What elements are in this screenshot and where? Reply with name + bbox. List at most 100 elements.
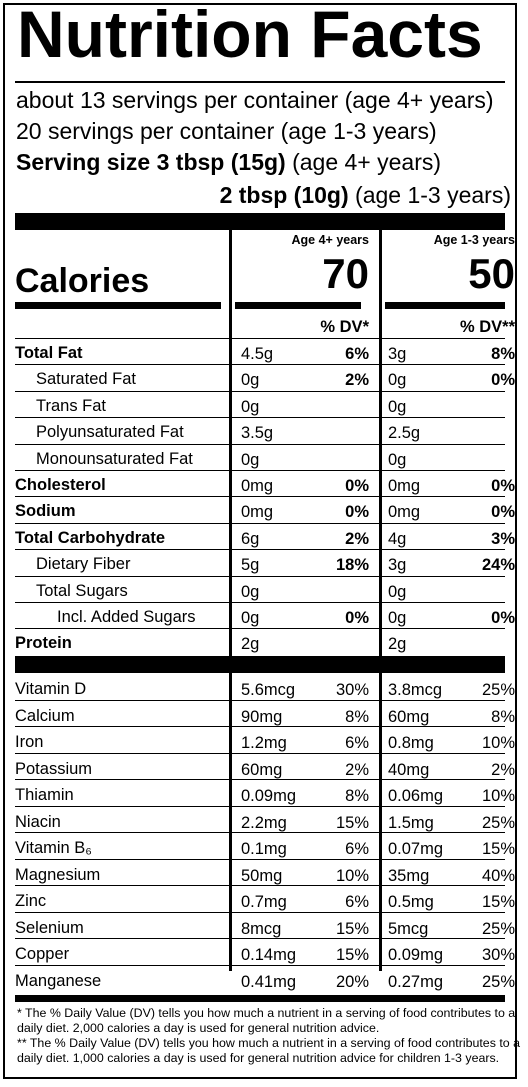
nutrient-amount-b: 2.5g: [388, 424, 421, 443]
calories-rule-a: [235, 302, 361, 309]
vitamin-row-rule: [15, 858, 505, 860]
nutrient-dv-b: 24%: [481, 556, 515, 575]
vitamin-dv-b: 25%: [481, 813, 515, 832]
nutrient-amount-a: 0g: [241, 609, 260, 627]
nutrient-amount-a: 2g: [241, 635, 260, 654]
vitamin-amount-a: 0.09mg: [241, 787, 297, 805]
nutrient-dv-b: 0%: [491, 371, 515, 390]
nutrient-amount-a: 0g: [241, 450, 260, 469]
vitamin-amount-a: 50mg: [241, 866, 283, 885]
nutrient-amount-a: 0mg: [241, 477, 274, 495]
nutrient-row-rule: [15, 628, 505, 630]
vitamin-row-rule: [15, 964, 505, 966]
nutrient-name: Dietary Fiber: [36, 555, 131, 574]
nutrient-row-rule: [15, 602, 505, 603]
column-divider-b: [379, 230, 382, 971]
nutrient-amount-a: 0g: [241, 397, 260, 416]
vitamin-amount-b: 3.8mcg: [388, 681, 443, 699]
vitamin-dv-a: 30%: [335, 681, 369, 699]
dv-header-a: % DV*: [320, 318, 369, 336]
nutrient-dv-b: 3%: [491, 529, 515, 548]
vitamin-dv-b: 30%: [481, 946, 515, 964]
nutrient-row-rule: [15, 496, 505, 498]
nutrient-name: Saturated Fat: [36, 370, 136, 389]
serving-size-line-1: Serving size 3 tbsp (15g) (age 4+ years): [16, 151, 441, 174]
vitamin-dv-a: 15%: [335, 919, 369, 938]
vitamin-name: Potassium: [15, 759, 93, 778]
footnote-age-4-plus: * The % Daily Value (DV) tells you how m…: [17, 1006, 516, 1036]
calories-value-a: 70: [322, 250, 369, 297]
vitamin-row-rule: [15, 885, 505, 886]
vitamin-row-rule: [15, 779, 505, 780]
nutrient-row-rule: [15, 522, 505, 524]
nutrient-amount-b: 4g: [388, 529, 407, 548]
vitamin-dv-a: 6%: [345, 840, 369, 858]
vitamin-amount-b: 5mcg: [388, 919, 429, 938]
vitamin-row-rule: [15, 752, 505, 754]
vitamin-amount-a: 5.6mcg: [241, 681, 296, 699]
vitamin-dv-a: 20%: [335, 972, 369, 991]
vitamin-dv-b: 25%: [481, 972, 515, 991]
vitamin-amount-b: 0.8mg: [388, 734, 434, 752]
nutrient-amount-b: 0g: [388, 397, 407, 416]
column-divider-a: [229, 230, 232, 971]
vitamin-name: Vitamin D: [15, 680, 87, 698]
nutrient-amount-b: 0g: [388, 371, 407, 390]
nutrient-row-rule: [15, 417, 505, 419]
vitamin-amount-b: 40mg: [388, 760, 430, 779]
nutrient-amount-b: 0g: [388, 609, 407, 627]
nutrient-name: Monounsaturated Fat: [36, 449, 193, 468]
vitamin-name: Calcium: [15, 706, 75, 725]
vitamin-amount-b: 60mg: [388, 707, 430, 726]
nutrient-dv-a: 2%: [345, 529, 369, 548]
vitamin-name: Thiamin: [15, 786, 74, 804]
nutrient-name: Total Carbohydrate: [15, 528, 166, 547]
nutrient-amount-a: 0mg: [241, 503, 274, 522]
vitamin-amount-a: 2.2mg: [241, 813, 287, 832]
vitamin-dv-b: 2%: [491, 760, 515, 779]
vitamin-dv-b: 25%: [481, 681, 515, 699]
calories-rule-b: [385, 302, 505, 309]
vitamin-name: Manganese: [15, 971, 102, 990]
vitamin-dv-a: 8%: [345, 707, 369, 726]
nutrient-name: Protein: [15, 634, 72, 653]
nutrient-dv-b: 0%: [491, 477, 515, 495]
serving-size-line-2: 2 tbsp (10g) (age 1-3 years): [220, 184, 511, 207]
vitamin-amount-b: 0.09mg: [388, 946, 444, 964]
vitamin-amount-a: 0.7mg: [241, 893, 287, 911]
nutrient-amount-a: 0g: [241, 371, 260, 390]
nutrient-amount-b: 0mg: [388, 477, 421, 495]
vitamin-amount-a: 0.41mg: [241, 972, 297, 991]
nutrient-amount-a: 3.5g: [241, 424, 274, 443]
col-a-header: Age 4+ years: [291, 233, 369, 247]
nutrient-name: Total Fat: [15, 344, 83, 362]
nutrient-row-rule: [15, 443, 505, 445]
nutrient-name: Cholesterol: [15, 476, 106, 494]
nutrient-amount-a: 6g: [241, 529, 260, 548]
vitamin-amount-a: 0.1mg: [241, 840, 287, 858]
nutrient-amount-b: 0g: [388, 450, 407, 469]
vitamin-dv-a: 10%: [335, 866, 369, 885]
vitamin-amount-b: 35mg: [388, 866, 430, 885]
vitamin-row-rule: [15, 911, 505, 913]
nutrient-dv-a: 6%: [345, 345, 369, 363]
nutrient-dv-a: 2%: [345, 371, 369, 390]
vitamin-amount-b: 0.07mg: [388, 840, 444, 858]
vitamin-name: Niacin: [15, 812, 61, 831]
nutrient-dv-b: 0%: [491, 609, 515, 627]
label-title: Nutrition Facts: [17, 0, 483, 71]
vitamin-dv-a: 8%: [345, 787, 369, 805]
nutrient-name: Sodium: [15, 502, 76, 521]
vitamin-dv-a: 2%: [345, 760, 369, 779]
vitamin-name: Zinc: [15, 892, 47, 910]
vitamin-dv-a: 15%: [335, 946, 369, 964]
vitamin-dv-b: 25%: [481, 919, 515, 938]
serving-size-2-rest: (age 1-3 years): [348, 182, 511, 208]
nutrient-row-rule: [15, 470, 505, 471]
nutrient-amount-a: 0g: [241, 582, 260, 601]
serving-size-2-bold: 2 tbsp (10g): [219, 182, 349, 208]
vitamin-amount-b: 0.27mg: [388, 972, 444, 991]
vitamin-name: Iron: [15, 733, 44, 751]
nutrient-row-rule: [15, 390, 505, 392]
calories-rule-left: [15, 302, 221, 309]
